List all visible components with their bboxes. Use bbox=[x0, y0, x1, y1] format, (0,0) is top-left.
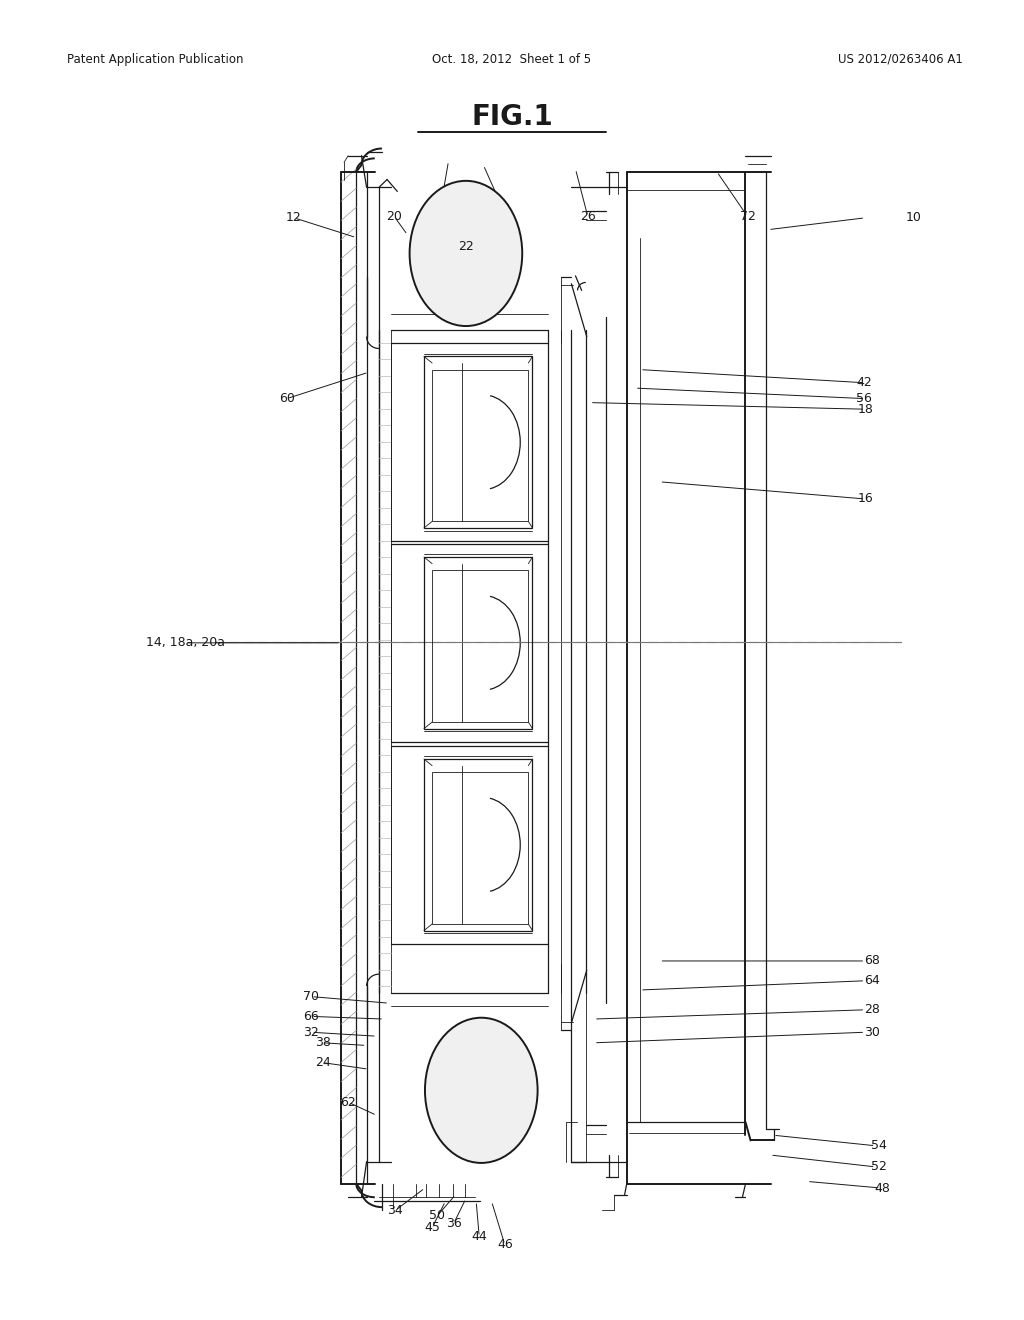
Text: 16: 16 bbox=[857, 492, 873, 506]
Text: 54: 54 bbox=[870, 1139, 887, 1152]
Text: 52: 52 bbox=[870, 1160, 887, 1173]
Text: 46: 46 bbox=[497, 1238, 513, 1251]
Text: 50: 50 bbox=[429, 1209, 445, 1222]
Text: 14, 18a, 20a: 14, 18a, 20a bbox=[145, 636, 225, 648]
Text: Patent Application Publication: Patent Application Publication bbox=[67, 53, 243, 66]
Text: 45: 45 bbox=[424, 1221, 440, 1234]
Text: 12: 12 bbox=[286, 211, 302, 224]
Text: 68: 68 bbox=[864, 954, 881, 968]
Text: 26: 26 bbox=[580, 210, 596, 223]
Bar bbox=[432, 772, 528, 924]
Text: 66: 66 bbox=[303, 1010, 319, 1023]
Bar bbox=[424, 356, 532, 528]
Circle shape bbox=[425, 1018, 538, 1163]
Bar bbox=[432, 570, 528, 722]
Text: 28: 28 bbox=[864, 1003, 881, 1016]
Text: 64: 64 bbox=[864, 974, 881, 987]
Text: 38: 38 bbox=[314, 1036, 331, 1049]
Text: 22: 22 bbox=[458, 247, 474, 260]
Bar bbox=[424, 759, 532, 931]
Text: FIG.1: FIG.1 bbox=[471, 103, 553, 131]
Text: 56: 56 bbox=[856, 392, 872, 405]
Text: 34: 34 bbox=[387, 1204, 403, 1217]
Text: 40: 40 bbox=[495, 202, 511, 215]
Text: 24: 24 bbox=[314, 1056, 331, 1069]
Text: 48: 48 bbox=[874, 1181, 891, 1195]
Text: 30: 30 bbox=[864, 1026, 881, 1039]
Text: 22: 22 bbox=[458, 240, 474, 253]
Text: 36: 36 bbox=[445, 1217, 462, 1230]
Text: Oct. 18, 2012  Sheet 1 of 5: Oct. 18, 2012 Sheet 1 of 5 bbox=[432, 53, 592, 66]
Text: 18: 18 bbox=[857, 403, 873, 416]
Circle shape bbox=[410, 181, 522, 326]
Text: 32: 32 bbox=[303, 1026, 319, 1039]
Text: 58: 58 bbox=[432, 202, 449, 215]
Bar bbox=[424, 557, 532, 729]
Text: 70: 70 bbox=[303, 990, 319, 1003]
Text: 60: 60 bbox=[279, 392, 295, 405]
Text: 62: 62 bbox=[340, 1096, 356, 1109]
Bar bbox=[432, 370, 528, 521]
Text: 10: 10 bbox=[905, 211, 922, 224]
Text: 42: 42 bbox=[856, 376, 872, 389]
Text: 20: 20 bbox=[386, 210, 402, 223]
Text: US 2012/0263406 A1: US 2012/0263406 A1 bbox=[838, 53, 963, 66]
Text: 44: 44 bbox=[471, 1230, 487, 1243]
Text: 72: 72 bbox=[739, 210, 756, 223]
